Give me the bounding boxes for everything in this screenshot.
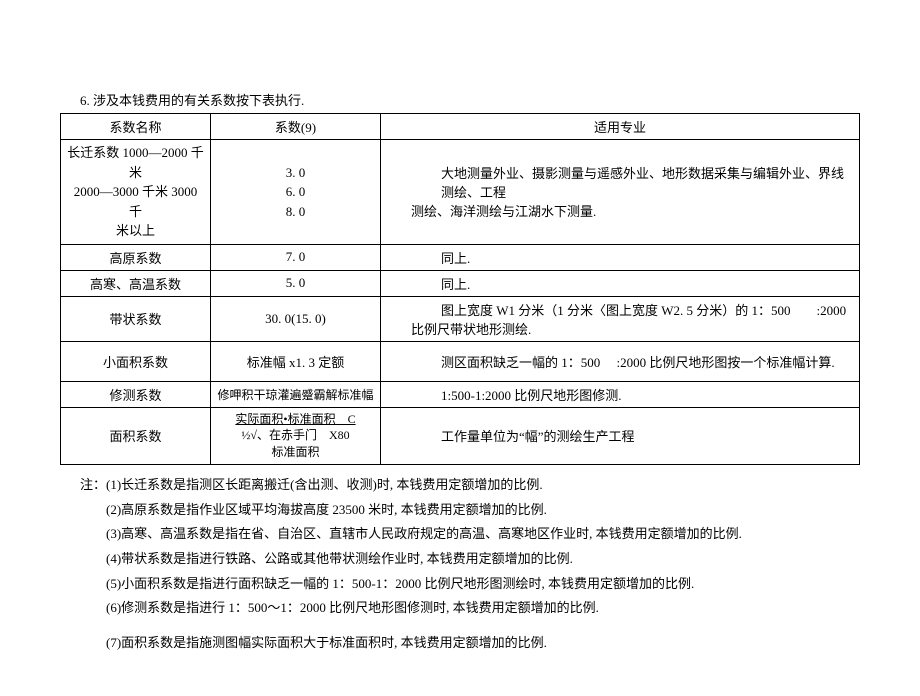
cell-value: 5. 0 xyxy=(211,270,381,296)
cell-scope: 工作量单位为“幅”的测绘生产工程 xyxy=(381,407,860,464)
note-item: (5)小面积系数是指进行面积缺乏一幅的 1：500-1：2000 比例尺地形图测… xyxy=(80,572,860,597)
note-text: (1)长迁系数是指测区长距离搬迁(含出测、收测)时, 本钱费用定额增加的比例. xyxy=(106,477,543,492)
cell-value: 实际面积•标准面积 C ½√、在赤手门 X80 标准面积 xyxy=(211,407,381,464)
cell-name: 小面积系数 xyxy=(61,341,211,381)
cell-text: 8. 0 xyxy=(217,202,374,222)
cell-text: 测绘、海洋测绘与江湖水下测量. xyxy=(411,201,853,220)
cell-text: 工作量单位为“幅”的测绘生产工程 xyxy=(411,426,853,445)
cell-text: 长迁系数 1000—2000 千米 xyxy=(67,143,204,182)
coefficient-table: 系数名称 系数(9) 适用专业 长迁系数 1000—2000 千米 2000—3… xyxy=(60,113,860,465)
cell-name: 高寒、高温系数 xyxy=(61,270,211,296)
cell-scope: 图上宽度 W1 分米（1 分米〈图上宽度 W2. 5 分米）的 1：500 :2… xyxy=(381,296,860,341)
notes-section: 注：(1)长迁系数是指测区长距离搬迁(含出测、收测)时, 本钱费用定额增加的比例… xyxy=(80,473,860,656)
cell-name: 高原系数 xyxy=(61,244,211,270)
cell-text: 6. 0 xyxy=(217,182,374,202)
note-item: (6)修测系数是指进行 1：500～1：2000 比例尺地形图修测时, 本钱费用… xyxy=(80,596,860,621)
cell-scope: 同上. xyxy=(381,270,860,296)
header-scope: 适用专业 xyxy=(381,114,860,140)
cell-text: 1:500-1:2000 比例尺地形图修测. xyxy=(411,385,853,404)
cell-scope: 测区面积缺乏一幅的 1：500 :2000 比例尺地形图按一个标准幅计算. xyxy=(381,341,860,381)
cell-text: 测区面积缺乏一幅的 1：500 :2000 比例尺地形图按一个标准幅计算. xyxy=(411,352,853,371)
cell-scope: 同上. xyxy=(381,244,860,270)
cell-value: 3. 0 6. 0 8. 0 xyxy=(211,140,381,245)
cell-name: 长迁系数 1000—2000 千米 2000—3000 千米 3000 千 米以… xyxy=(61,140,211,245)
cell-text: 米以上 xyxy=(67,221,204,241)
cell-text: 大地测量外业、摄影测量与遥感外业、地形数据采集与编辑外业、界线测绘、工程 xyxy=(411,163,853,201)
cell-name: 面积系数 xyxy=(61,407,211,464)
notes-prefix: 注： xyxy=(80,477,106,492)
cell-scope: 大地测量外业、摄影测量与遥感外业、地形数据采集与编辑外业、界线测绘、工程 测绘、… xyxy=(381,140,860,245)
cell-value: 修呷积干琼灌遍蹙霸解标准幅 xyxy=(211,381,381,407)
note-item: (3)高寒、高温系数是指在省、自治区、直辖市人民政府规定的高温、高寒地区作业时,… xyxy=(80,522,860,547)
table-row: 小面积系数 标准幅 x1. 3 定额 测区面积缺乏一幅的 1：500 :2000… xyxy=(61,341,860,381)
note-item: 注：(1)长迁系数是指测区长距离搬迁(含出测、收测)时, 本钱费用定额增加的比例… xyxy=(80,473,860,498)
cell-text: 同上. xyxy=(411,248,853,267)
cell-text: 同上. xyxy=(411,274,853,293)
table-header-row: 系数名称 系数(9) 适用专业 xyxy=(61,114,860,140)
cell-text: 3. 0 xyxy=(217,163,374,183)
table-row: 长迁系数 1000—2000 千米 2000—3000 千米 3000 千 米以… xyxy=(61,140,860,245)
cell-text: 实际面积•标准面积 C xyxy=(217,411,374,428)
cell-value: 标准幅 x1. 3 定额 xyxy=(211,341,381,381)
cell-value: 30. 0(15. 0) xyxy=(211,296,381,341)
table-row: 高原系数 7. 0 同上. xyxy=(61,244,860,270)
table-row: 面积系数 实际面积•标准面积 C ½√、在赤手门 X80 标准面积 工作量单位为… xyxy=(61,407,860,464)
table-row: 修测系数 修呷积干琼灌遍蹙霸解标准幅 1:500-1:2000 比例尺地形图修测… xyxy=(61,381,860,407)
cell-text: 比例尺带状地形测绘. xyxy=(411,319,853,338)
table-row: 带状系数 30. 0(15. 0) 图上宽度 W1 分米（1 分米〈图上宽度 W… xyxy=(61,296,860,341)
note-item: (7)面积系数是指施测图幅实际面积大于标准面积时, 本钱费用定额增加的比例. xyxy=(80,631,860,656)
cell-scope: 1:500-1:2000 比例尺地形图修测. xyxy=(381,381,860,407)
cell-name: 带状系数 xyxy=(61,296,211,341)
cell-text: 图上宽度 W1 分米（1 分米〈图上宽度 W2. 5 分米）的 1：500 :2… xyxy=(411,300,853,319)
cell-text: 标准面积 xyxy=(217,444,374,461)
cell-value: 7. 0 xyxy=(211,244,381,270)
section-intro: 6. 涉及本钱费用的有关系数按下表执行. xyxy=(80,90,860,109)
header-name: 系数名称 xyxy=(61,114,211,140)
cell-name: 修测系数 xyxy=(61,381,211,407)
table-row: 高寒、高温系数 5. 0 同上. xyxy=(61,270,860,296)
cell-text: 2000—3000 千米 3000 千 xyxy=(67,182,204,221)
header-value: 系数(9) xyxy=(211,114,381,140)
note-item: (4)带状系数是指进行铁路、公路或其他带状测绘作业时, 本钱费用定额增加的比例. xyxy=(80,547,860,572)
note-item: (2)高原系数是指作业区域平均海拔高度 23500 米时, 本钱费用定额增加的比… xyxy=(80,498,860,523)
cell-text: ½√、在赤手门 X80 xyxy=(217,427,374,444)
